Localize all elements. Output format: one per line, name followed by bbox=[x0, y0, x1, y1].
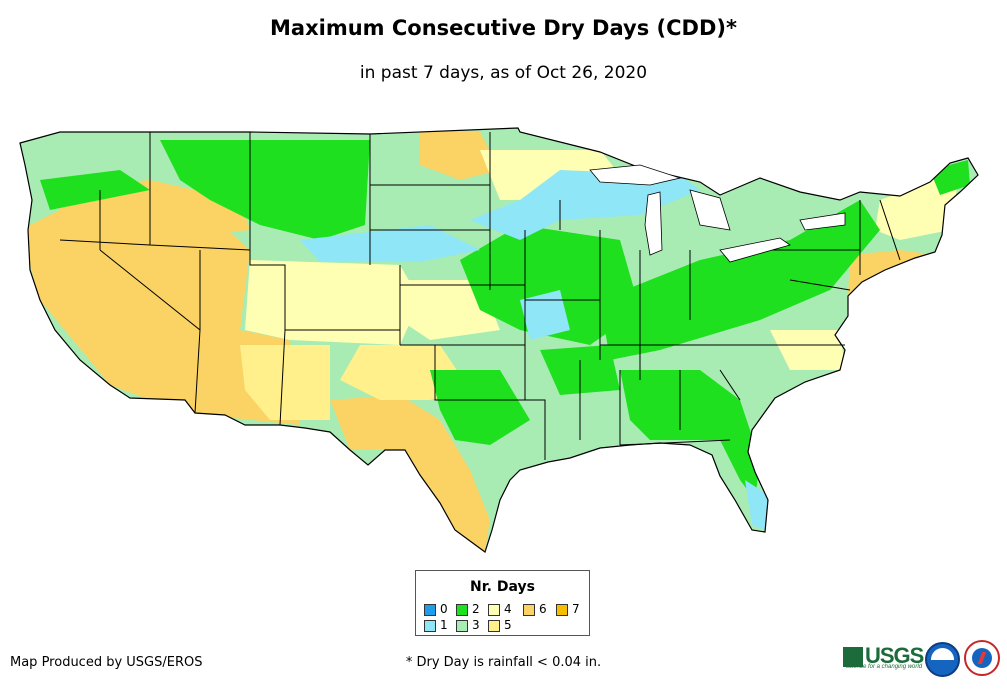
zone-2-days-oklahoma bbox=[430, 370, 530, 445]
state-line-2 bbox=[249, 132, 401, 426]
legend-swatch bbox=[456, 603, 468, 616]
legend-label: 7 bbox=[572, 602, 580, 616]
lake-erie bbox=[719, 237, 791, 263]
legend-label: 5 bbox=[504, 618, 512, 632]
noaa-logo-icon bbox=[925, 642, 960, 677]
zone-2-days-corn-belt bbox=[460, 225, 640, 345]
lake-ontario bbox=[799, 212, 846, 231]
usgs-logo-text: USGS bbox=[865, 643, 924, 668]
legend-item-2: 2 bbox=[456, 602, 480, 616]
state-line-5 bbox=[559, 200, 691, 380]
legend-swatch bbox=[556, 603, 568, 616]
dry-day-footnote: * Dry Day is rainfall < 0.04 in. bbox=[405, 655, 602, 670]
great-lakes bbox=[589, 164, 846, 263]
lake-superior bbox=[589, 164, 682, 186]
state-line-6 bbox=[525, 360, 741, 460]
legend-swatch bbox=[488, 619, 500, 632]
legend-item-7: 7 bbox=[556, 602, 580, 616]
zone-1-day-upper-midwest bbox=[470, 170, 700, 240]
zone-2-days-northwest bbox=[40, 170, 150, 210]
zone-6-days-texas bbox=[330, 395, 490, 552]
state-line-4 bbox=[400, 230, 600, 401]
legend-swatch bbox=[424, 603, 436, 616]
state-line-1 bbox=[99, 132, 251, 414]
zone-2-days-southeast bbox=[620, 370, 760, 500]
legend-title: Nr. Days bbox=[470, 579, 535, 595]
us-cdd-map bbox=[19, 127, 979, 553]
legend-label: 3 bbox=[472, 618, 480, 632]
zone-6-days-dakota bbox=[420, 132, 500, 180]
zone-1-day-missouri bbox=[520, 290, 570, 340]
zone-4-days-mountain bbox=[245, 260, 420, 345]
legend-label: 1 bbox=[440, 618, 448, 632]
zone-1-day-florida bbox=[745, 480, 768, 530]
lake-huron bbox=[689, 189, 731, 231]
us-outline bbox=[19, 127, 979, 553]
legend-swatch bbox=[456, 619, 468, 632]
zone-4-days-virginia bbox=[770, 330, 845, 370]
map-credit: Map Produced by USGS/EROS bbox=[10, 655, 203, 670]
legend-label: 4 bbox=[504, 602, 512, 616]
legend-item-6: 6 bbox=[523, 602, 547, 616]
legend-item-0: 0 bbox=[424, 602, 448, 616]
zone-2-days-montana bbox=[160, 140, 370, 240]
map-title: Maximum Consecutive Dry Days (CDD)* bbox=[270, 16, 737, 40]
map-subtitle: in past 7 days, as of Oct 26, 2020 bbox=[359, 63, 648, 83]
legend-swatch bbox=[523, 603, 535, 616]
legend-item-3: 3 bbox=[456, 618, 480, 632]
state-boundaries bbox=[59, 132, 901, 460]
legend: Nr. Days 0 1 2 3 4 5 6 7 bbox=[415, 570, 590, 636]
nws-logo-icon bbox=[964, 640, 1000, 676]
zone-2-days-ohio-valley bbox=[600, 200, 880, 360]
legend-swatch bbox=[424, 619, 436, 632]
legend-label: 6 bbox=[539, 602, 547, 616]
legend-swatch bbox=[488, 603, 500, 616]
zone-6-days-northeast bbox=[848, 250, 935, 296]
legend-label: 0 bbox=[440, 602, 448, 616]
zone-1-day-plains bbox=[300, 225, 480, 262]
lake-michigan bbox=[644, 191, 663, 256]
state-line-7 bbox=[600, 199, 901, 346]
usgs-mark-icon bbox=[843, 647, 863, 668]
usgs-tagline: science for a changing world bbox=[846, 664, 923, 670]
usgs-logo: USGS bbox=[843, 643, 924, 669]
legend-item-4: 4 bbox=[488, 602, 512, 616]
legend-label: 2 bbox=[472, 602, 480, 616]
legend-item-5: 5 bbox=[488, 618, 512, 632]
legend-item-1: 1 bbox=[424, 618, 448, 632]
state-line-3 bbox=[369, 132, 525, 290]
zone-5-days-southwest bbox=[240, 345, 330, 420]
